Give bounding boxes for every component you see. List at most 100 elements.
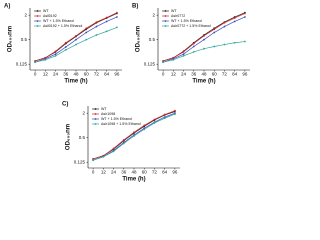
legend-label: WT	[43, 9, 49, 13]
data-point	[85, 31, 88, 34]
legend-label: Δslr1098 + 1.5% Ethanol	[101, 122, 141, 126]
data-point	[44, 58, 47, 61]
data-point	[233, 17, 236, 19]
legend-label: WT + 1.5% Ethanol	[101, 117, 132, 121]
x-tick-label: 36	[191, 72, 197, 77]
x-tick-label: 60	[142, 170, 148, 175]
x-tick-label: 36	[63, 72, 69, 77]
x-tick-label: 12	[43, 72, 49, 77]
data-point	[85, 27, 88, 30]
data-point	[85, 38, 88, 41]
data-point	[54, 50, 57, 53]
data-point	[192, 42, 195, 45]
data-point	[75, 34, 77, 37]
x-tick-label: 36	[121, 170, 127, 175]
series-line	[163, 41, 245, 63]
data-point	[173, 109, 176, 112]
data-point	[34, 61, 37, 64]
legend-label: WT	[171, 9, 177, 13]
x-tick-label: 96	[242, 72, 248, 77]
data-point	[133, 135, 135, 137]
y-axis-label: OD₆₀₀nm	[66, 124, 72, 150]
x-axis-label: Time (h)	[122, 177, 145, 183]
data-point	[213, 31, 216, 34]
data-point	[54, 53, 57, 56]
data-point	[75, 43, 77, 46]
x-tick-label: 0	[162, 72, 165, 77]
legend-label: Δslr0772	[171, 14, 185, 18]
legend-marker	[164, 25, 167, 27]
data-point	[143, 124, 146, 127]
data-point	[162, 61, 165, 64]
data-point	[223, 25, 226, 28]
data-point	[243, 40, 246, 43]
data-point	[105, 16, 108, 19]
legend-label: Δslr1098	[101, 112, 115, 116]
x-tick-label: 60	[84, 72, 90, 77]
legend-marker	[94, 108, 97, 110]
data-point	[182, 51, 185, 53]
figure: A) 0 12 24 36 48 60 72 84 96 0.125 0.5 2 Time (h) OD₆₀…	[4, 4, 250, 183]
data-point	[115, 11, 118, 14]
data-point	[112, 147, 115, 150]
data-point	[153, 118, 156, 121]
legend-marker	[94, 123, 97, 125]
data-point	[213, 28, 216, 31]
legend-marker	[94, 113, 97, 115]
legend-label: WT	[101, 107, 107, 111]
y-axis-label: OD₆₀₀nm	[8, 26, 14, 52]
legend-marker	[94, 118, 97, 120]
data-point	[173, 113, 176, 115]
data-point	[203, 38, 205, 41]
x-tick-label: 12	[101, 170, 107, 175]
data-point	[64, 49, 67, 51]
data-point	[92, 159, 95, 162]
x-tick-label: 72	[222, 72, 228, 77]
legend-marker	[164, 15, 167, 17]
x-tick-label: 48	[201, 72, 207, 77]
legend-marker	[164, 10, 167, 12]
y-tick-label: 2	[82, 110, 85, 115]
y-tick-label: 0.125	[74, 159, 86, 164]
data-point	[75, 38, 77, 41]
legend-label: Δsll0192	[43, 14, 57, 18]
x-tick-label: 0	[34, 72, 37, 77]
data-point	[182, 53, 185, 56]
y-tick-label: 0.125	[16, 61, 28, 66]
x-tick-label: 48	[131, 170, 137, 175]
x-tick-label: 72	[152, 170, 158, 175]
data-point	[122, 142, 125, 145]
x-tick-label: 96	[172, 170, 178, 175]
x-tick-label: 0	[92, 170, 95, 175]
legend-label: Δslr0772 + 1.5% Ethanol	[171, 24, 211, 28]
panel-label: A)	[4, 4, 10, 10]
data-point	[64, 46, 67, 48]
data-point	[112, 150, 115, 153]
x-tick-label: 84	[162, 170, 168, 175]
data-point	[192, 45, 195, 48]
data-point	[182, 54, 185, 57]
x-tick-label: 60	[212, 72, 218, 77]
data-point	[223, 21, 226, 24]
legend-marker	[164, 20, 167, 22]
data-point	[122, 139, 125, 141]
data-point	[95, 25, 98, 28]
y-tick-label: 2	[24, 12, 27, 17]
data-point	[213, 45, 216, 48]
data-point	[243, 16, 246, 18]
x-tick-label: 24	[181, 72, 187, 77]
legend-label: WT + 1.5% Ethanol	[43, 19, 74, 23]
data-point	[105, 30, 108, 33]
data-point	[233, 41, 236, 44]
y-tick-label: 0.5	[149, 37, 156, 42]
legend-marker	[36, 20, 39, 22]
y-tick-label: 2	[152, 12, 155, 17]
data-point	[105, 20, 108, 23]
data-point	[143, 128, 146, 131]
legend-marker	[36, 25, 39, 27]
data-point	[115, 16, 118, 18]
data-point	[172, 58, 175, 61]
y-tick-label: 0.5	[21, 37, 28, 42]
x-tick-label: 12	[171, 72, 177, 77]
x-tick-label: 24	[111, 170, 117, 175]
